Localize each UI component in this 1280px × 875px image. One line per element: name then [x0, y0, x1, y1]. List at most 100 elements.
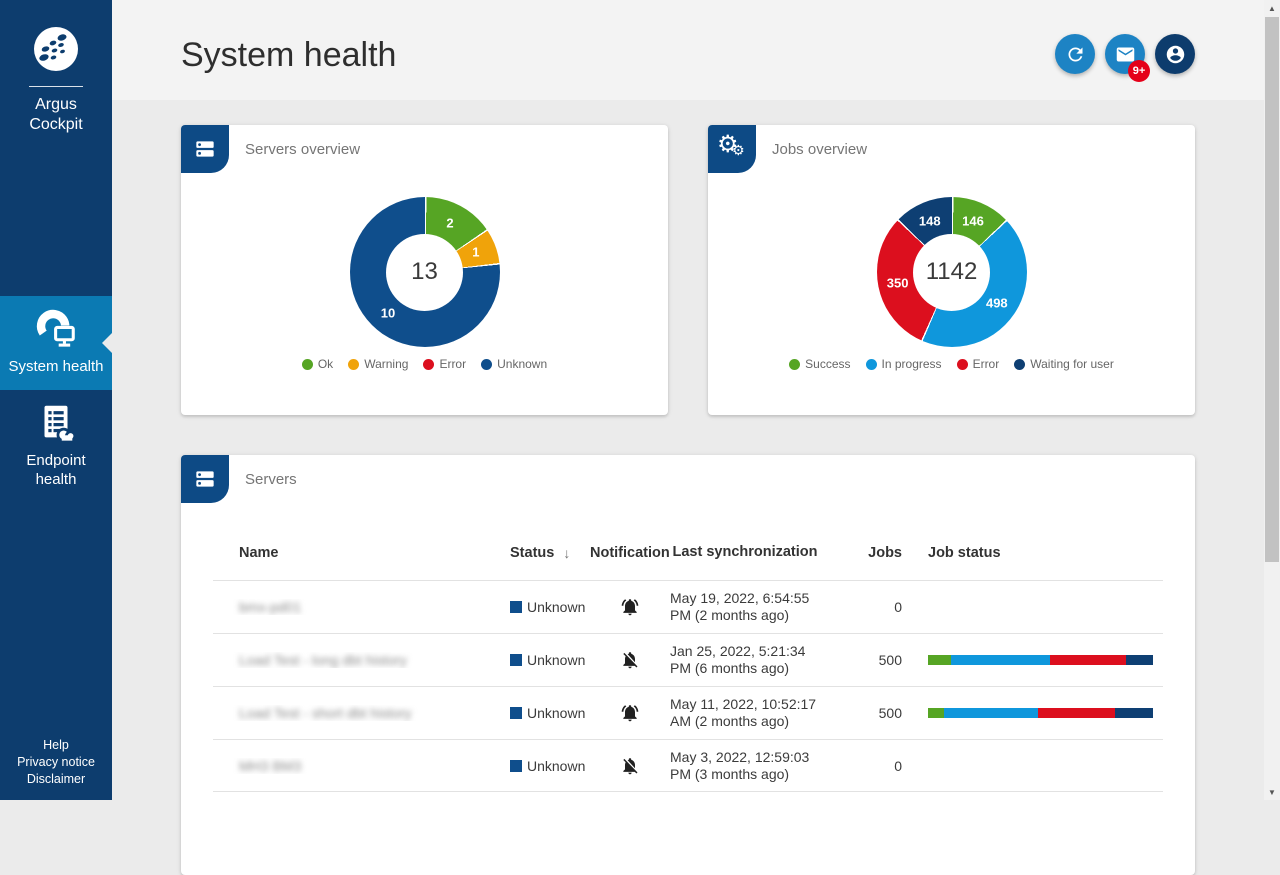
status-cell: Unknown: [510, 599, 590, 615]
main-content: System health 9+ Servers overview 2 1 10 13…: [112, 0, 1264, 875]
page-title: System health: [181, 36, 397, 74]
legend-label: Error: [972, 357, 1000, 371]
last-sync-cell: May 3, 2022, 12:59:03 PM (3 months ago): [670, 748, 810, 782]
sidebar-item-label: System health: [8, 358, 104, 375]
legend-item-error[interactable]: Error: [956, 357, 1000, 371]
brand-name: Argus Cockpit: [29, 96, 83, 133]
messages-button[interactable]: 9+: [1105, 34, 1150, 82]
legend-item-waiting-for-user[interactable]: Waiting for user: [1014, 357, 1114, 371]
legend-item-ok[interactable]: Ok: [301, 357, 334, 371]
column-header-jobs[interactable]: Jobs: [868, 544, 902, 561]
legend-label: Ok: [317, 357, 334, 371]
table-row[interactable]: Load Test - long dbt history Unknown Jan 2…: [213, 633, 1163, 686]
legend-label: In progress: [881, 357, 942, 371]
job-status-cell: [908, 655, 1163, 665]
legend-dot-icon: [423, 358, 435, 370]
legend-item-in-progress[interactable]: In progress: [865, 357, 942, 371]
sidebar-item-endpoint-health[interactable]: Endpoint health: [0, 390, 112, 503]
vertical-scrollbar[interactable]: ▲ ▼: [1264, 0, 1280, 800]
jobs-status-donut-chart: 146 498 350 148 1142: [876, 197, 1027, 347]
slice-value-waiting-for-user: 148: [918, 213, 941, 229]
endpoint-health-icon: [33, 400, 79, 446]
status-label: Unknown: [527, 757, 586, 774]
bell-off-icon: [590, 650, 670, 670]
table-row[interactable]: Load Test - short dbt history Unknown May …: [213, 686, 1163, 739]
jobs-count: 0: [894, 599, 902, 615]
job-status-bar-segment: [950, 655, 1050, 665]
table-row[interactable]: MH3 BM3 Unknown May 3, 2022, 12:59:03 PM (…: [213, 739, 1163, 792]
scrollbar-thumb[interactable]: [1265, 17, 1279, 562]
servers-overview-card: Servers overview 2 1 10 13 Ok Warning Error Un…: [181, 125, 668, 415]
column-header-status[interactable]: Status ↓: [510, 544, 571, 561]
status-cell: Unknown: [510, 652, 590, 668]
sidebar-item-label: Endpoint health: [26, 452, 86, 488]
last-sync-cell: Jan 25, 2022, 5:21:34 PM (6 months ago): [670, 643, 806, 676]
legend-label: Waiting for user: [1030, 357, 1114, 371]
server-name: MH3 BM3: [239, 757, 302, 774]
column-header-job-status[interactable]: Job status: [928, 544, 1001, 561]
table-row[interactable]: bmx-pd01 Unknown May 19, 2022, 6:54:55 PM …: [213, 580, 1163, 633]
slice-value-success: 146: [962, 213, 984, 229]
gears-icon: ⚙ ⚙: [708, 125, 756, 173]
server-name: Load Test - short dbt history: [239, 705, 412, 721]
jobs-count: 500: [878, 705, 902, 721]
job-status-bar-segment: [1126, 655, 1153, 665]
sidebar: Argus Cockpit System health Endpoint heal…: [0, 0, 112, 800]
legend-label: Error: [439, 357, 467, 371]
column-header-name[interactable]: Name: [239, 544, 279, 561]
last-sync-cell: May 19, 2022, 6:54:55 PM (2 months ago): [670, 590, 810, 623]
job-status-cell: [908, 708, 1163, 718]
status-label: Unknown: [527, 599, 586, 615]
legend-dot-icon: [481, 358, 493, 370]
legend-dot-icon: [865, 358, 877, 370]
column-header-last-synchronization[interactable]: Last synchronization: [672, 544, 818, 560]
footer-link-help[interactable]: Help: [43, 738, 69, 752]
status-square-icon: [510, 707, 522, 719]
scroll-up-arrow-icon[interactable]: ▲: [1268, 3, 1276, 13]
system-health-icon: [33, 306, 79, 352]
column-header-notifications[interactable]: Notifications: [590, 544, 670, 561]
legend-dot-icon: [301, 358, 313, 370]
legend-item-warning[interactable]: Warning: [348, 357, 408, 371]
card-title: Servers: [245, 470, 297, 488]
servers-status-donut-chart: 2 1 10 13: [349, 197, 500, 347]
table-header-row: Name Status ↓ Notifications Last synchroniza…: [213, 525, 1163, 580]
footer-link-privacy-notice[interactable]: Privacy notice: [17, 755, 95, 769]
donut-total: 13: [386, 233, 463, 311]
scroll-down-arrow-icon[interactable]: ▼: [1268, 787, 1276, 797]
job-status-bar-segment: [1114, 708, 1153, 718]
legend-item-error[interactable]: Error: [423, 357, 466, 371]
refresh-button[interactable]: [1055, 34, 1095, 74]
job-status-bar-segment: [1049, 655, 1126, 665]
job-status-bar-segment: [1038, 708, 1115, 718]
bell-active-icon: [590, 597, 670, 617]
status-label: Unknown: [527, 652, 586, 668]
jobs-overview-card: ⚙ ⚙ Jobs overview 146 498 350 148 1142 Succes…: [708, 125, 1195, 415]
refresh-icon: [1065, 44, 1086, 65]
footer-link-disclaimer[interactable]: Disclaimer: [26, 772, 86, 786]
card-title: Jobs overview: [772, 140, 868, 158]
argus-logo-icon: [33, 26, 79, 72]
job-status-bar: [928, 655, 1153, 665]
legend-item-success[interactable]: Success: [789, 357, 851, 371]
legend-dot-icon: [789, 358, 801, 370]
servers-table: Name Status ↓ Notifications Last synchroniza…: [213, 525, 1163, 792]
sidebar-footer: Help Privacy notice Disclaimer: [0, 737, 112, 788]
legend-item-unknown[interactable]: Unknown: [481, 357, 547, 371]
job-status-bar-segment: [928, 655, 951, 665]
unread-count-badge: 9+: [1128, 60, 1150, 82]
header-buttons: 9+: [1055, 34, 1195, 82]
sidebar-item-system-health[interactable]: System health: [0, 296, 112, 390]
job-status-bar-segment: [928, 708, 944, 718]
slice-value-unknown: 10: [380, 305, 396, 321]
servers-table-card: Servers Name Status ↓ Notifications Last syn…: [181, 455, 1195, 875]
slice-value-error: 350: [886, 275, 909, 291]
bell-off-icon: [590, 756, 670, 776]
status-square-icon: [510, 601, 522, 613]
bell-active-icon: [590, 703, 670, 723]
job-status-bar-segment: [943, 708, 1039, 718]
account-button[interactable]: [1155, 34, 1195, 74]
status-square-icon: [510, 759, 522, 772]
slice-value-in-progress: 498: [985, 295, 1008, 311]
brand-divider: [29, 86, 83, 87]
